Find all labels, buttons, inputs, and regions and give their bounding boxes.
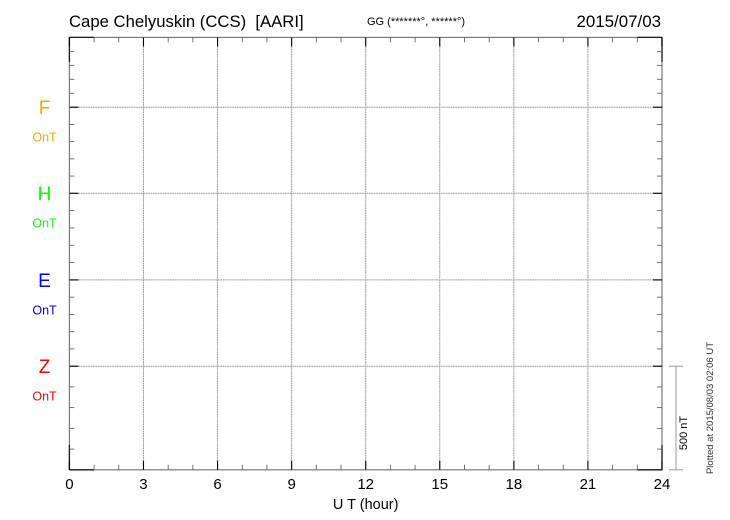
svg-text:0: 0 [65,476,73,493]
svg-text:H: H [38,184,52,205]
svg-text:500 nT: 500 nT [678,416,690,451]
svg-text:GG (*******°, ******°): GG (*******°, ******°) [367,16,465,28]
svg-text:E: E [38,271,51,292]
svg-text:OnT: OnT [32,390,57,404]
svg-text:3: 3 [139,476,147,493]
svg-text:2015/07/03: 2015/07/03 [576,12,661,31]
svg-text:OnT: OnT [32,131,57,145]
svg-text:OnT: OnT [32,217,57,231]
svg-text:Cape Chelyuskin (CCS) [AARI]: Cape Chelyuskin (CCS) [AARI] [69,12,304,31]
svg-text:12: 12 [357,476,374,493]
svg-text:18: 18 [506,476,523,493]
svg-text:15: 15 [431,476,448,493]
svg-text:21: 21 [580,476,597,493]
svg-text:Z: Z [39,357,51,378]
svg-text:24: 24 [654,476,671,493]
svg-text:F: F [39,98,51,119]
svg-text:Plotted at 2015/08/03 02:06 UT: Plotted at 2015/08/03 02:06 UT [705,342,716,474]
svg-text:U T (hour): U T (hour) [333,497,399,513]
svg-text:9: 9 [287,476,295,493]
svg-text:6: 6 [213,476,221,493]
svg-text:OnT: OnT [32,304,57,318]
